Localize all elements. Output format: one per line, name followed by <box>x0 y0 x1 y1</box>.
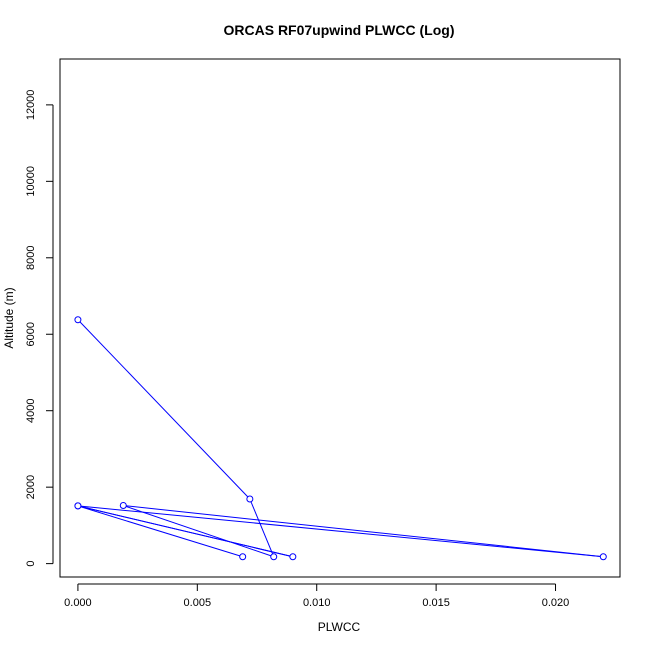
series-line-segment <box>77 505 293 558</box>
series-line-segment <box>249 498 275 557</box>
y-tick-label: 10000 <box>25 166 37 197</box>
plot-frame <box>59 58 621 578</box>
data-point <box>246 495 254 503</box>
y-tick-label: 12000 <box>25 90 37 121</box>
series-line-segment <box>123 505 274 558</box>
data-point <box>74 502 82 510</box>
chart-title: ORCAS RF07upwind PLWCC (Log) <box>224 22 455 38</box>
data-point <box>289 553 297 561</box>
series-layer <box>74 316 607 561</box>
y-tick-label: 6000 <box>25 322 37 346</box>
x-tick-label: 0.015 <box>422 597 450 609</box>
x-axis-label: PLWCC <box>318 620 361 634</box>
data-point <box>270 553 278 561</box>
y-tick-label: 0 <box>25 561 37 567</box>
series-line-segment <box>77 319 251 500</box>
data-point <box>599 553 607 561</box>
data-point <box>119 502 127 510</box>
x-tick-label: 0.020 <box>542 597 570 609</box>
x-tick-label: 0.010 <box>303 597 331 609</box>
y-axis: 0 2000 4000 6000 8000 10000 12000 <box>25 90 54 567</box>
series-line-segment <box>123 505 604 558</box>
data-point <box>239 553 247 561</box>
series-line-segment <box>77 505 604 558</box>
y-axis-label: Altitude (m) <box>2 287 16 348</box>
series-line-segment <box>77 505 243 558</box>
x-axis: 0.000 0.005 0.010 0.015 0.020 <box>64 583 570 609</box>
y-tick-label: 4000 <box>25 398 37 422</box>
data-point <box>74 316 82 324</box>
x-tick-label: 0.005 <box>184 597 212 609</box>
x-tick-label: 0.000 <box>64 597 92 609</box>
y-tick-label: 2000 <box>25 475 37 499</box>
y-tick-label: 8000 <box>25 246 37 270</box>
